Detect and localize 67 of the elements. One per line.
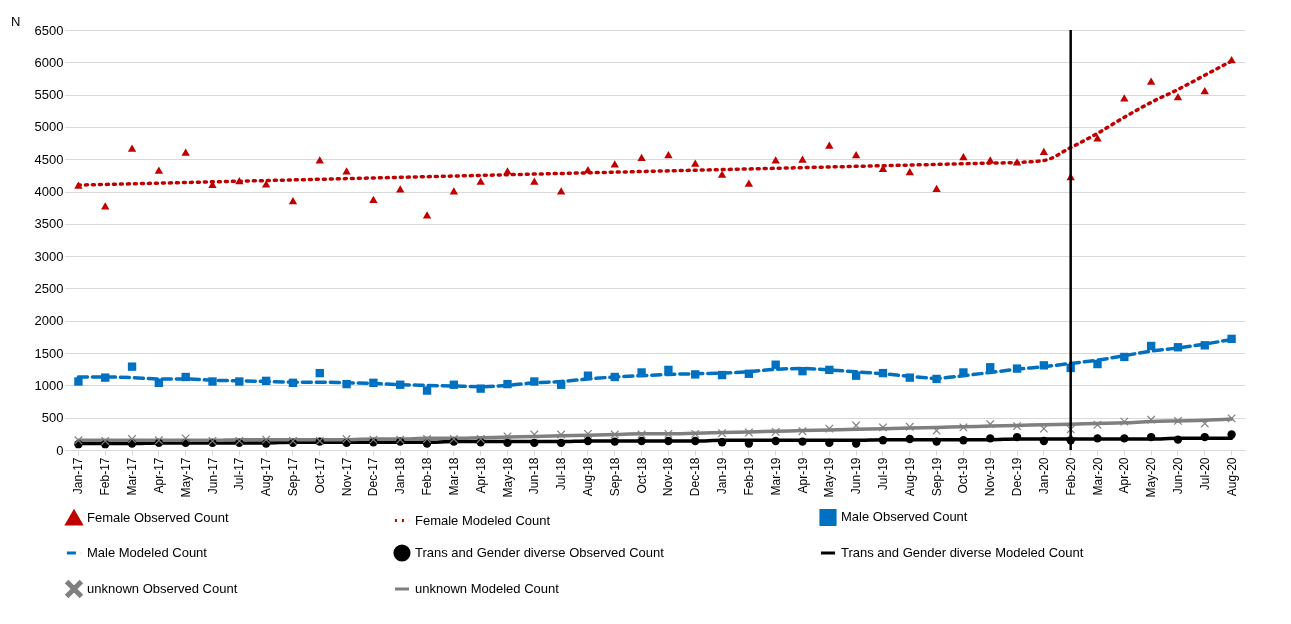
legend-label: Trans and Gender diverse Observed Count	[415, 545, 665, 560]
x-tick-label: Jun-17	[205, 457, 220, 495]
y-tick-label: 3000	[34, 248, 64, 264]
legend-label: Female Observed Count	[87, 509, 230, 525]
x-tick-label: May-19	[822, 457, 837, 498]
x-tick-label: Jul-18	[554, 457, 569, 491]
x-tick-label: Aug-20	[1224, 457, 1239, 497]
x-tick-label: Feb-20	[1063, 457, 1078, 496]
y-tick-label: 4000	[34, 184, 64, 200]
legend-label: unknown Modeled Count	[415, 581, 560, 596]
y-tick-label: 2500	[34, 280, 64, 296]
x-tick-label: Sep-19	[929, 457, 944, 497]
legend-label: Trans and Gender diverse Modeled Count	[841, 545, 1084, 560]
x-tick-label: Oct-17	[312, 457, 327, 494]
x-tick-label: Jun-19	[849, 457, 864, 495]
legend-label: Male Observed Count	[841, 509, 968, 525]
legend-label: Male Modeled Count	[87, 545, 208, 560]
x-tick-label: Apr-18	[473, 457, 488, 494]
x-tick-label: Sep-17	[285, 457, 300, 497]
x-tick-label: Feb-17	[98, 457, 113, 496]
x-tick-label: Jun-20	[1170, 457, 1185, 495]
y-tick-label: 1500	[34, 345, 64, 361]
x-tick-label: Apr-19	[795, 457, 810, 494]
y-tick-label: 2000	[34, 313, 64, 329]
x-tick-label: Mar-20	[1090, 457, 1105, 496]
y-tick-label: 500	[41, 410, 64, 426]
y-tick-label: 1000	[34, 377, 64, 393]
x-tick-label: Jul-19	[875, 457, 890, 491]
x-tick-label: May-18	[500, 457, 515, 498]
x-tick-label: May-17	[178, 457, 193, 498]
y-tick-label: 6500	[34, 22, 64, 38]
x-tick-label: Apr-20	[1117, 457, 1132, 494]
y-tick-label: 5500	[34, 87, 64, 103]
x-tick-label: Aug-18	[580, 457, 595, 497]
x-tick-label: May-20	[1144, 457, 1159, 498]
x-tick-label: Mar-18	[446, 457, 461, 496]
x-tick-label: Apr-17	[151, 457, 166, 494]
y-tick-label: 0	[56, 442, 64, 458]
x-tick-label: Nov-19	[983, 457, 998, 497]
x-tick-label: Jan-19	[715, 457, 730, 495]
x-tick-label: Jan-17	[71, 457, 86, 495]
y-axis-title: N	[11, 13, 21, 29]
x-tick-label: Dec-17	[366, 457, 381, 497]
x-tick-label: Feb-19	[741, 457, 756, 496]
x-tick-label: Aug-19	[902, 457, 917, 497]
x-tick-label: Jul-20	[1197, 457, 1212, 491]
x-tick-label: Oct-19	[956, 457, 971, 494]
x-tick-label: Nov-18	[661, 457, 676, 497]
y-tick-label: 5000	[34, 119, 64, 135]
x-tick-label: Feb-18	[420, 457, 435, 496]
legend-label: unknown Observed Count	[87, 581, 238, 596]
x-tick-label: Jun-18	[527, 457, 542, 495]
x-tick-label: Jan-20	[1036, 457, 1051, 495]
x-tick-label: Mar-19	[768, 457, 783, 496]
x-tick-label: Oct-18	[634, 457, 649, 494]
y-tick-label: 4500	[34, 151, 64, 167]
x-tick-label: Dec-18	[688, 457, 703, 497]
y-tick-label: 6000	[34, 54, 64, 70]
x-tick-label: Sep-18	[607, 457, 622, 497]
y-tick-label: 3500	[34, 216, 64, 232]
x-tick-label: Jan-18	[393, 457, 408, 495]
x-tick-label: Jul-17	[232, 457, 247, 491]
x-tick-label: Aug-17	[259, 457, 274, 497]
x-tick-label: Nov-17	[339, 457, 354, 497]
x-tick-label: Dec-19	[1010, 457, 1025, 497]
x-tick-label: Mar-17	[125, 457, 140, 496]
legend-label: Female Modeled Count	[415, 512, 551, 528]
